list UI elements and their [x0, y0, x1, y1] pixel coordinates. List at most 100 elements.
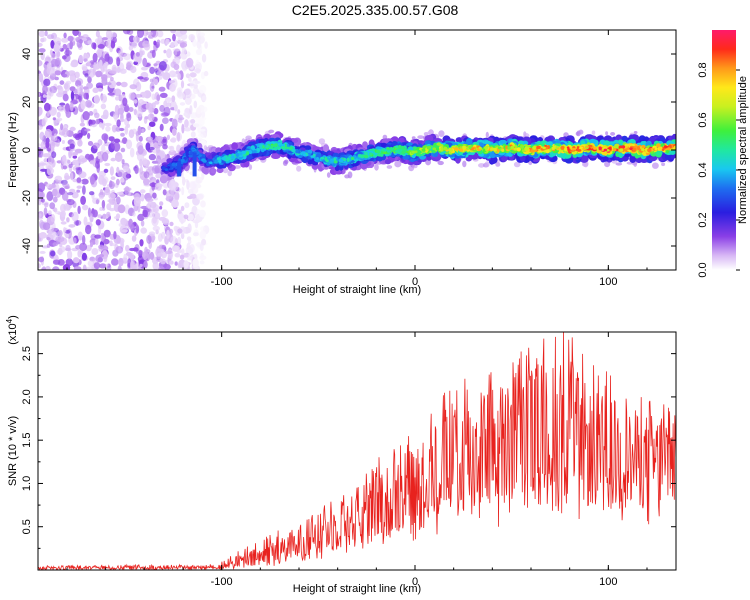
spectrogram-noise-cell	[128, 45, 134, 51]
spectrogram-noise-cell	[186, 180, 190, 190]
spectrogram-noise-cell	[173, 40, 179, 47]
spectrogram-signal-cell	[564, 147, 568, 152]
spectrogram-noise-cell	[38, 146, 42, 156]
spectrogram-noise-cell	[108, 181, 115, 190]
spectrogram-noise-cell	[158, 86, 166, 92]
spectrogram-noise-cell	[47, 62, 52, 69]
spectrogram-noise-cell	[110, 157, 116, 162]
spectrogram-noise-cell	[165, 250, 173, 255]
spectrogram-signal-cell	[501, 148, 505, 152]
spectrogram-noise-cell	[162, 138, 167, 143]
spectrogram-noise-cell	[52, 242, 59, 247]
spectrogram-noise-cell	[143, 260, 148, 269]
spectrogram-noise-cell	[143, 178, 150, 186]
spectrogram-noise-cell	[73, 257, 80, 264]
spectrogram-signal-cell	[334, 165, 340, 171]
spectrogram-signal-cell	[231, 142, 239, 150]
spectrogram-noise-cell	[113, 138, 121, 144]
spectrogram-noise-cell	[87, 260, 95, 267]
spectrogram-noise-cell	[184, 127, 191, 132]
spectrogram-noise-cell	[183, 260, 189, 269]
colorbar-ticks: 0.00.20.40.60.8	[697, 62, 740, 278]
spectrogram-noise-cell	[170, 137, 177, 143]
spectrogram-noise-cell	[145, 197, 154, 203]
colorbar-tick-label: 0.0	[697, 262, 709, 277]
spectrogram-noise-cell	[179, 42, 188, 48]
spectrogram-noise-cell	[198, 209, 206, 218]
spectrogram-noise-cell	[159, 92, 168, 98]
spectrogram-noise-cell	[42, 153, 51, 158]
spectrogram-noise-cell	[86, 266, 95, 270]
spectrogram-signal-cell	[465, 155, 472, 162]
spectrogram-signal-cell	[576, 146, 580, 149]
spectrogram-signal-cell	[629, 147, 634, 151]
spectrogram-signal-cell	[448, 148, 454, 153]
spectrogram-noise-cell	[130, 65, 137, 74]
spectrogram-noise-cell	[116, 57, 121, 67]
spectrogram-noise-cell	[184, 88, 192, 99]
spectrogram-noise-cell	[70, 90, 75, 101]
spectrogram-signal-cell	[598, 146, 602, 151]
spectrogram-halo-cell	[437, 160, 444, 166]
spectrogram-signal-cell	[499, 139, 507, 145]
spectrogram-noise-cell	[80, 250, 84, 255]
spectrogram-noise-cell	[152, 204, 160, 214]
spectrogram-halo-cell	[374, 163, 379, 171]
spectrogram-noise-cell	[143, 30, 149, 37]
spectrogram-noise-cell	[138, 135, 143, 142]
spectrogram-noise-cell	[44, 30, 48, 37]
spectrogram-noise-cell	[94, 234, 102, 239]
spectrogram-noise-cell	[47, 34, 54, 40]
spectrogram-halo-cell	[438, 130, 445, 138]
snr-y-multiplier-base: (x10	[7, 323, 19, 344]
spectrogram-noise-cell	[82, 185, 86, 195]
spectrogram-noise-cell	[134, 164, 139, 175]
spectrogram-noise-cell	[39, 232, 47, 239]
spectrogram-noise-cell	[86, 40, 93, 45]
spectrogram-noise-cell	[38, 125, 43, 130]
spectrogram-noise-cell	[189, 181, 197, 191]
spectrogram-noise-cell	[67, 159, 71, 164]
spectrogram-halo-cell	[484, 161, 490, 168]
spectrogram-noise-cell	[70, 61, 78, 68]
spectrogram-signal-cell	[164, 168, 169, 172]
spectrogram-signal-cell	[333, 160, 338, 164]
spectrogram-noise-cell	[65, 244, 71, 251]
spectrogram-noise-cell	[110, 176, 116, 181]
spectrogram-signal-cell	[330, 158, 334, 162]
spectrogram-signal-cell	[316, 157, 319, 161]
spectrogram-noise-cell	[39, 191, 45, 199]
colorbar-tick-label: 0.6	[697, 112, 709, 127]
spectrogram-noise-cell	[64, 175, 71, 180]
spectrogram-noise-cell	[43, 207, 48, 217]
spectrogram-noise-cell	[69, 126, 76, 132]
spectrogram-halo-cell	[591, 130, 596, 135]
spectrogram-signal-cell	[201, 166, 209, 174]
spectrogram-noise-cell	[170, 30, 177, 34]
spectrogram-signal-cell	[530, 149, 535, 153]
spectrogram-noise-cell	[157, 252, 163, 257]
spectrogram-noise-cell	[60, 210, 66, 218]
spectrogram-signal-cell	[402, 155, 410, 160]
spectrogram-noise-cell	[152, 192, 157, 199]
spectrogram-noise-cell	[152, 225, 160, 231]
spectrogram-signal-cell	[673, 145, 676, 149]
spectrogram-signal-cell	[555, 145, 559, 149]
spectrogram-noise-cell	[69, 188, 76, 193]
spectrogram-signal-cell	[386, 149, 391, 153]
spectrogram-noise-cell	[59, 102, 66, 106]
spectrogram-noise-cell	[87, 76, 92, 84]
spectrogram-signal-cell	[295, 149, 299, 154]
spectrogram-signal-cell	[376, 149, 381, 154]
spectrogram-noise-cell	[172, 48, 181, 52]
spectrogram-noise-cell	[163, 100, 168, 107]
spectrogram-noise-cell	[75, 245, 82, 250]
spectrogram-noise-cell	[75, 167, 81, 171]
spectrogram-noise-cell	[180, 248, 185, 254]
spectrogram-noise-cell	[158, 266, 165, 270]
spectrogram-noise-cell	[65, 233, 69, 239]
snr-x-tick-label: 100	[599, 576, 617, 588]
spectrogram-signal-cell	[507, 146, 511, 150]
spectrogram-noise-cell	[82, 204, 89, 211]
spectrogram-signal-cell	[490, 147, 495, 151]
